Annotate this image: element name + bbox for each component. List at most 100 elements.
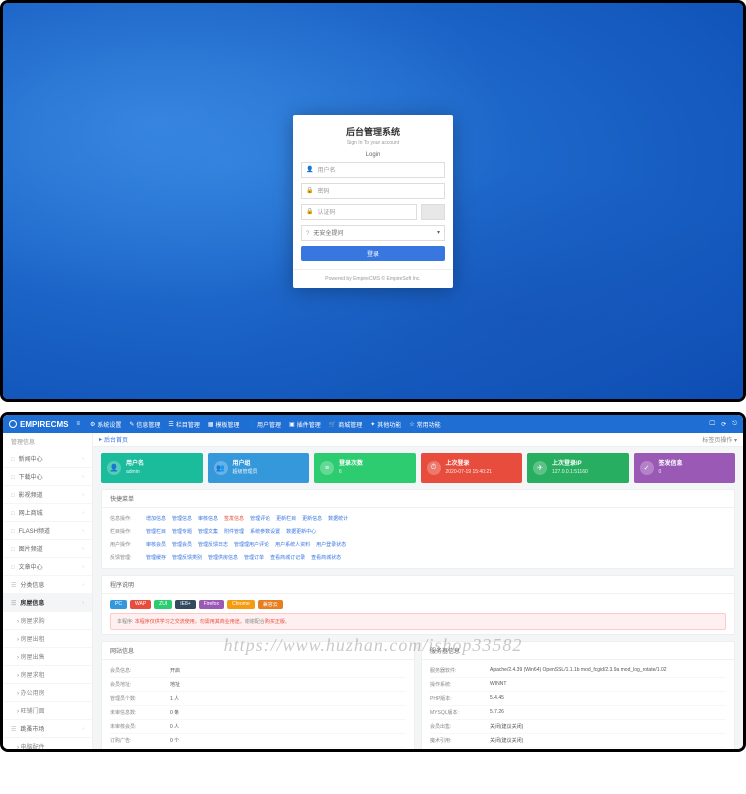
sidebar: 管理信息 □新闻中心›□下载中心›□影视频道›□网上商城›□FLASH频道›□图…: [3, 433, 93, 749]
sidebar-item[interactable]: ☰房屋信息›: [3, 594, 92, 612]
stat-card[interactable]: ≡登录次数6: [314, 453, 416, 483]
lock-icon: 🔒: [306, 187, 313, 194]
sidebar-subitem[interactable]: › 旺铺门面: [3, 702, 92, 720]
stat-card[interactable]: ✈上次登录IP127.0.0.1:51160: [527, 453, 629, 483]
proc-panel: 程序说明 PCWAPZUIIE8+FirefoxChrome兼容云 本程序: 本…: [101, 575, 735, 635]
sidebar-item[interactable]: □文章中心›: [3, 558, 92, 576]
info-row: 会员出售:关闭(建议关闭): [430, 720, 726, 734]
sidebar-subitem[interactable]: › 房屋求租: [3, 666, 92, 684]
nav-icon: ✎: [129, 421, 134, 428]
card-icon: 👥: [214, 461, 228, 475]
sidebar-subitem[interactable]: › 电脑配件: [3, 738, 92, 749]
quick-link[interactable]: 查看商城订记录: [270, 554, 305, 561]
sidebar-item[interactable]: ☰分类信息›: [3, 576, 92, 594]
quick-link[interactable]: 用户登录状态: [316, 541, 346, 548]
badge: Firefox: [199, 600, 224, 609]
badge: PC: [110, 600, 127, 609]
topnav-item[interactable]: ✎信息管理: [125, 420, 164, 429]
info-row: 订购广告:0 个: [110, 734, 406, 748]
badges: PCWAPZUIIE8+FirefoxChrome兼容云: [110, 598, 726, 613]
sidebar-item[interactable]: □下载中心›: [3, 468, 92, 486]
tab-ops[interactable]: 标签页操作 ▾: [702, 435, 737, 444]
sidebar-subitem[interactable]: › 房屋求购: [3, 612, 92, 630]
captcha-input[interactable]: 🔒 认证码: [301, 204, 417, 220]
topnav-item[interactable]: ⚙系统设置: [86, 420, 125, 429]
info-row: 未审核会员:0 人: [110, 720, 406, 734]
quick-link[interactable]: 审核会员: [146, 541, 166, 548]
stat-card[interactable]: 👤用户名admin: [101, 453, 203, 483]
quick-link[interactable]: 数据更新中心: [286, 528, 316, 535]
stat-card[interactable]: 👥用户组超级管理员: [208, 453, 310, 483]
quick-link[interactable]: 系统参数设置: [250, 528, 280, 535]
quick-link[interactable]: 用户系统人资料: [275, 541, 310, 548]
quick-link[interactable]: 附件管理: [224, 528, 244, 535]
info-row: PHP版本:5.4.45: [430, 692, 726, 706]
sidebar-subitem[interactable]: › 房屋出售: [3, 648, 92, 666]
quick-link[interactable]: 更新栏目: [276, 515, 296, 522]
quick-link[interactable]: 管理文集: [198, 528, 218, 535]
chevron-icon: ›: [82, 600, 84, 606]
quick-link[interactable]: 更新信息: [302, 515, 322, 522]
topnav-item[interactable]: ✦其他功能: [366, 420, 405, 429]
quick-link[interactable]: 管理反馈日志: [198, 541, 228, 548]
quick-link[interactable]: 管理评论: [250, 515, 270, 522]
topnav-item[interactable]: ▣插件管理: [285, 420, 325, 429]
sidebar-subitem[interactable]: › 房屋出租: [3, 630, 92, 648]
quick-link[interactable]: 管理理用户评论: [234, 541, 269, 548]
captcha-image[interactable]: [421, 204, 445, 220]
quick-link[interactable]: 签发信息: [224, 515, 244, 522]
brand[interactable]: EMPIRECMS: [9, 420, 68, 429]
info-row: 魔术引用:关闭(建议关闭): [430, 734, 726, 748]
quick-link[interactable]: 管理缓存: [146, 554, 166, 561]
info-row: 操作系统:WINNT: [430, 678, 726, 692]
quick-link[interactable]: 管理会员: [172, 541, 192, 548]
password-input[interactable]: 🔒 密码: [301, 183, 445, 199]
brand-icon: [9, 420, 17, 428]
card-icon: ⏱: [427, 461, 441, 475]
nav-icon: ☰: [168, 421, 173, 428]
quick-link[interactable]: 管理信息: [172, 515, 192, 522]
quick-link[interactable]: 审核信息: [198, 515, 218, 522]
logout-icon[interactable]: ⎋: [732, 421, 737, 428]
login-button[interactable]: 登录: [301, 246, 445, 261]
badge: WAP: [130, 600, 151, 609]
card-icon: ≡: [320, 461, 334, 475]
tab-home[interactable]: ▸ 后台首页: [99, 435, 128, 444]
refresh-icon[interactable]: ⟳: [721, 421, 726, 428]
topnav-item[interactable]: 🛒商城管理: [325, 420, 367, 429]
sidebar-item[interactable]: □图片频道›: [3, 540, 92, 558]
quick-link[interactable]: 查看商城状态: [311, 554, 341, 561]
sidebar-item[interactable]: □影视频道›: [3, 486, 92, 504]
stat-card[interactable]: ✓签发信息0: [634, 453, 736, 483]
desktop-icon[interactable]: 🖵: [709, 421, 715, 428]
user-icon: 👤: [306, 166, 313, 173]
sidebar-item[interactable]: □网上商城›: [3, 504, 92, 522]
security-question-select[interactable]: ?无安全提问 ▾: [301, 225, 445, 241]
info-row: 管理员个数:1 人: [110, 692, 406, 706]
topnav-item[interactable]: ☆常用功能: [405, 420, 444, 429]
sidebar-item[interactable]: □新闻中心›: [3, 450, 92, 468]
quick-link[interactable]: 管理专题: [172, 528, 192, 535]
topnav-item[interactable]: ☰栏目管理: [164, 420, 203, 429]
info-row: 服务器软件:Apache/2.4.39 (Win64) OpenSSL/1.1.…: [430, 664, 726, 678]
chevron-icon: ›: [82, 510, 84, 516]
topnav-item[interactable]: 👤用户管理: [244, 420, 286, 429]
quick-link[interactable]: 管理反馈类别: [172, 554, 202, 561]
sidebar-subitem[interactable]: › 办公用房: [3, 684, 92, 702]
quick-link[interactable]: 管理供房信息: [208, 554, 238, 561]
quick-link[interactable]: 管理订单: [244, 554, 264, 561]
sidebar-item[interactable]: ☰跳蚤市场›: [3, 720, 92, 738]
stat-card[interactable]: ⏱上次登录2020-07-19 15:40:21: [421, 453, 523, 483]
chevron-down-icon: ▾: [437, 229, 440, 236]
chevron-icon: ›: [82, 492, 84, 498]
quick-link[interactable]: 增加信息: [146, 515, 166, 522]
menu-toggle-icon[interactable]: ≡: [76, 421, 80, 427]
username-input[interactable]: 👤 用户名: [301, 162, 445, 178]
chevron-icon: ›: [82, 546, 84, 552]
quick-link[interactable]: 管理栏目: [146, 528, 166, 535]
home-icon: ▸: [99, 436, 102, 443]
chevron-icon: ›: [82, 528, 84, 534]
topnav-item[interactable]: ▦模板管理: [204, 420, 244, 429]
sidebar-item[interactable]: □FLASH频道›: [3, 522, 92, 540]
quick-link[interactable]: 数据统计: [328, 515, 348, 522]
